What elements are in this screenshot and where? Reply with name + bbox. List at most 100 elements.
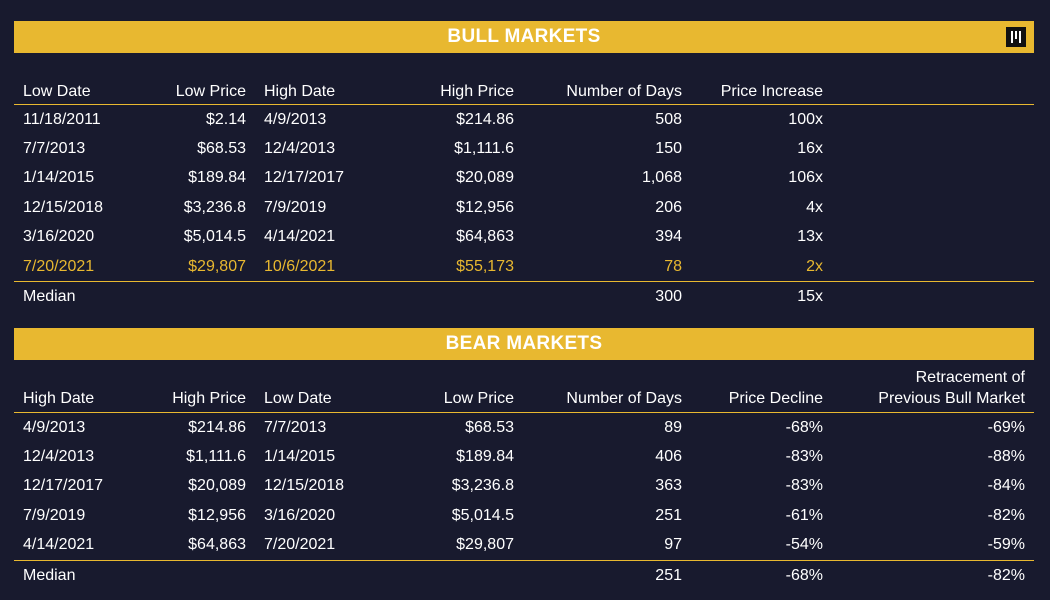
increase-cell: 2x [806, 257, 823, 275]
low-price-cell: $29,807 [456, 536, 514, 554]
decline-cell: -68% [785, 418, 823, 436]
high-price-cell: $64,863 [188, 536, 246, 554]
median-label: Median [14, 281, 134, 312]
column-header-empty [832, 76, 1034, 105]
high-date-cell: 4/14/2021 [23, 536, 95, 554]
table-row: 1/14/2015 $189.84 12/17/2017 $20,089 1,0… [14, 164, 1034, 193]
high-date-cell: 7/9/2019 [23, 506, 86, 524]
low-date-cell: 1/14/2015 [23, 169, 95, 187]
bear-markets-table: High Date High Price Low Date Low Price … [14, 364, 1034, 591]
decline-cell: -54% [785, 536, 823, 554]
high-price-cell: $1,111.6 [454, 140, 514, 158]
low-date-cell: 7/7/2013 [264, 418, 327, 436]
increase-cell: 100x [788, 110, 823, 128]
table-row-current: 7/20/2021 $29,807 10/6/2021 $55,173 78 2… [14, 252, 1034, 282]
median-days: 300 [523, 281, 691, 312]
median-retracement: -82% [832, 559, 1034, 591]
low-price-cell: $68.53 [197, 140, 246, 158]
increase-cell: 106x [788, 169, 823, 187]
column-header: High Date [14, 364, 134, 413]
retracement-header-line2: Previous Bull Market [878, 390, 1025, 407]
table-row: 12/4/2013 $1,111.6 1/14/2015 $189.84 406… [14, 442, 1034, 471]
table-header-row: Low Date Low Price High Date High Price … [14, 76, 1034, 105]
median-label: Median [14, 559, 134, 591]
table-row: 12/17/2017 $20,089 12/15/2018 $3,236.8 3… [14, 472, 1034, 501]
high-date-cell: 12/4/2013 [23, 448, 95, 466]
table-row: 11/18/2011 $2.14 4/9/2013 $214.86 508 10… [14, 105, 1034, 135]
high-price-cell: $20,089 [188, 477, 246, 495]
column-header: Price Decline [691, 364, 832, 413]
table-row: 3/16/2020 $5,014.5 4/14/2021 $64,863 394… [14, 223, 1034, 252]
median-days: 251 [523, 559, 691, 591]
high-date-cell: 7/9/2019 [264, 198, 327, 216]
high-price-cell: $12,956 [188, 506, 246, 524]
low-date-cell: 12/15/2018 [264, 477, 345, 495]
retracement-cell: -82% [987, 506, 1025, 524]
column-header-retracement: Retracement of Previous Bull Market [832, 364, 1034, 413]
low-price-cell: $189.84 [456, 448, 514, 466]
bear-markets-title: BEAR MARKETS [445, 333, 603, 354]
median-decline: -68% [691, 559, 832, 591]
bear-markets-banner: BEAR MARKETS [14, 328, 1034, 360]
days-cell: 394 [655, 228, 682, 246]
column-header: Low Price [134, 76, 255, 105]
high-date-cell: 12/17/2017 [264, 169, 345, 187]
column-header: High Price [402, 76, 523, 105]
table-header-row: High Date High Price Low Date Low Price … [14, 364, 1034, 413]
retracement-cell: -88% [987, 448, 1025, 466]
column-header: Number of Days [523, 364, 691, 413]
high-price-cell: $20,089 [456, 169, 514, 187]
table-row: 4/14/2021 $64,863 7/20/2021 $29,807 97 -… [14, 531, 1034, 561]
median-row: Median 251 -68% -82% [14, 559, 1034, 591]
days-cell: 406 [655, 448, 682, 466]
decline-cell: -83% [785, 448, 823, 466]
low-date-cell: 12/15/2018 [23, 198, 104, 216]
retracement-header-line1: Retracement of [915, 369, 1025, 386]
column-header: High Price [134, 364, 255, 413]
low-date-cell: 3/16/2020 [264, 506, 336, 524]
bull-markets-title: BULL MARKETS [447, 26, 601, 47]
increase-cell: 16x [797, 140, 823, 158]
low-date-cell: 7/20/2021 [23, 257, 95, 275]
logo-icon [1006, 27, 1026, 47]
low-date-cell: 11/18/2011 [23, 110, 101, 128]
column-header: Number of Days [523, 76, 691, 105]
days-cell: 150 [655, 140, 682, 158]
high-price-cell: $214.86 [188, 418, 246, 436]
median-increase: 15x [691, 281, 832, 312]
high-date-cell: 4/14/2021 [264, 228, 336, 246]
low-price-cell: $3,236.8 [183, 198, 246, 216]
decline-cell: -61% [785, 506, 823, 524]
days-cell: 251 [655, 506, 682, 524]
increase-cell: 13x [797, 228, 823, 246]
days-cell: 206 [655, 198, 682, 216]
days-cell: 89 [664, 418, 682, 436]
low-price-cell: $2.14 [205, 110, 246, 128]
bull-markets-banner: BULL MARKETS [14, 21, 1034, 53]
low-date-cell: 7/7/2013 [23, 140, 86, 158]
retracement-cell: -84% [987, 477, 1025, 495]
median-row: Median 300 15x [14, 281, 1034, 312]
low-price-cell: $29,807 [188, 257, 246, 275]
retracement-cell: -59% [987, 536, 1025, 554]
low-price-cell: $5,014.5 [183, 228, 246, 246]
days-cell: 508 [655, 110, 682, 128]
increase-cell: 4x [806, 198, 823, 216]
low-date-cell: 7/20/2021 [264, 536, 336, 554]
low-price-cell: $3,236.8 [451, 477, 514, 495]
column-header: Price Increase [691, 76, 832, 105]
days-cell: 1,068 [641, 169, 682, 187]
table-row: 12/15/2018 $3,236.8 7/9/2019 $12,956 206… [14, 193, 1034, 222]
high-date-cell: 10/6/2021 [264, 257, 336, 275]
high-date-cell: 4/9/2013 [264, 110, 327, 128]
high-date-cell: 12/17/2017 [23, 477, 104, 495]
days-cell: 97 [664, 536, 682, 554]
table-row: 7/9/2019 $12,956 3/16/2020 $5,014.5 251 … [14, 501, 1034, 530]
decline-cell: -83% [785, 477, 823, 495]
high-price-cell: $55,173 [456, 257, 514, 275]
column-header: High Date [255, 76, 402, 105]
low-price-cell: $5,014.5 [451, 506, 514, 524]
retracement-cell: -69% [987, 418, 1025, 436]
low-date-cell: 3/16/2020 [23, 228, 95, 246]
bull-markets-table: Low Date Low Price High Date High Price … [14, 76, 1034, 312]
